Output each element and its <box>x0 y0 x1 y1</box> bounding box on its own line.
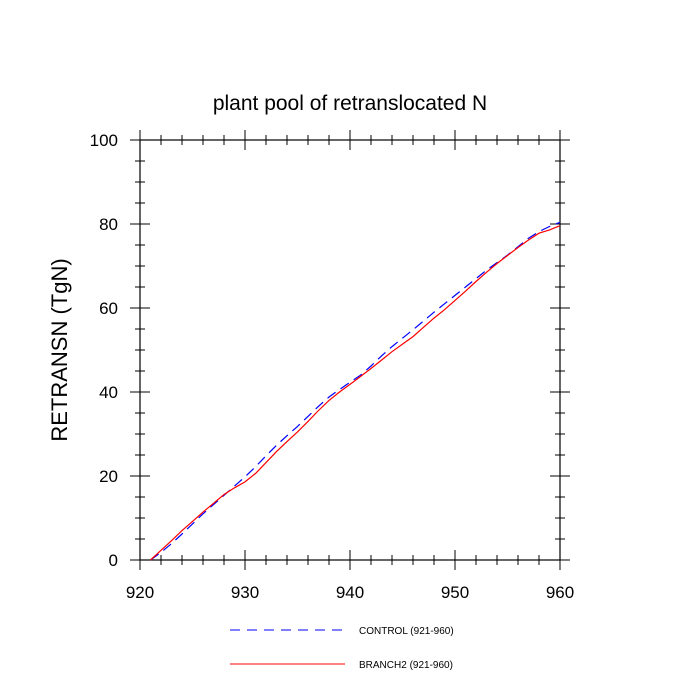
series-layer <box>150 221 561 561</box>
y-tick-label: 100 <box>90 131 118 150</box>
y-tick-label: 60 <box>99 299 118 318</box>
legend-label-branch2: BRANCH2 (921-960) <box>359 660 453 671</box>
legend: CONTROL (921-960) BRANCH2 (921-960) <box>230 626 454 671</box>
y-tick-label: 80 <box>99 215 118 234</box>
y-tick-label: 0 <box>109 551 118 570</box>
x-tick-label: 930 <box>231 583 259 602</box>
plot-frame <box>139 139 561 561</box>
y-tick-label: 40 <box>99 383 118 402</box>
x-tick-label: 960 <box>546 583 574 602</box>
series-line-control <box>150 221 561 561</box>
series-line-branch2 <box>150 225 561 561</box>
axis-ticks: 920 930 940 950 960 0 20 40 60 80 100 <box>90 130 574 602</box>
x-tick-label: 940 <box>336 583 364 602</box>
y-axis-label: RETRANSN (TgN) <box>47 258 72 441</box>
chart-title: plant pool of retranslocated N <box>213 92 487 115</box>
y-tick-label: 20 <box>99 467 118 486</box>
x-tick-label: 920 <box>126 583 154 602</box>
x-tick-label: 950 <box>441 583 469 602</box>
legend-label-control: CONTROL (921-960) <box>359 626 454 637</box>
